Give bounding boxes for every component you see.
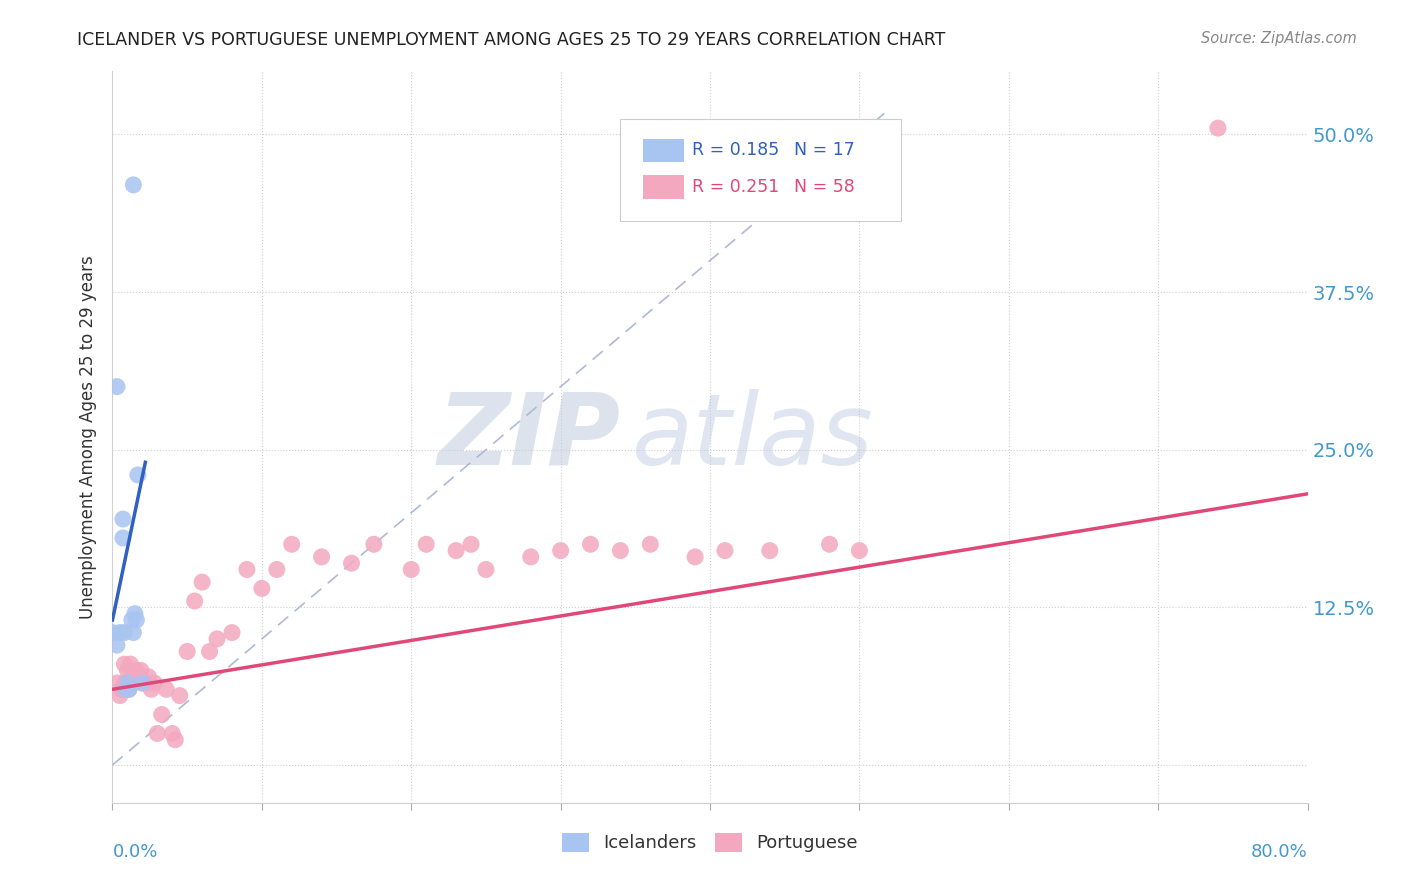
Point (848, 543, 870, 558)
Point (198, 644, 221, 658)
Point (117, 676, 139, 690)
Point (114, 676, 135, 690)
Point (105, 676, 128, 690)
Point (579, 537, 602, 551)
Point (759, 543, 782, 558)
Point (134, 676, 156, 690)
Text: ZIP: ZIP (437, 389, 620, 485)
Point (122, 625, 145, 640)
Point (475, 562, 498, 576)
Text: ICELANDER VS PORTUGUESE UNEMPLOYMENT AMONG AGES 25 TO 29 YEARS CORRELATION CHART: ICELANDER VS PORTUGUESE UNEMPLOYMENT AMO… (77, 31, 946, 49)
Point (236, 562, 259, 576)
Point (281, 537, 304, 551)
Text: Source: ZipAtlas.com: Source: ZipAtlas.com (1201, 31, 1357, 46)
Point (121, 670, 143, 684)
Point (120, 657, 142, 671)
FancyBboxPatch shape (643, 138, 683, 162)
Point (165, 732, 187, 747)
Point (129, 664, 152, 678)
Point (169, 689, 191, 703)
Point (118, 682, 141, 697)
Point (640, 537, 662, 551)
Point (714, 543, 737, 558)
Point (101, 625, 124, 640)
Point (127, 670, 149, 684)
Point (121, 613, 143, 627)
Text: R = 0.251: R = 0.251 (692, 178, 779, 196)
Point (111, 682, 134, 697)
Point (183, 594, 205, 608)
Point (150, 707, 173, 722)
Point (114, 657, 135, 671)
Point (111, 512, 134, 526)
Point (110, 682, 132, 697)
FancyBboxPatch shape (620, 119, 901, 221)
Point (266, 562, 288, 576)
Point (125, 613, 148, 627)
Point (162, 726, 183, 740)
Text: 80.0%: 80.0% (1251, 843, 1308, 861)
Point (105, 638, 128, 652)
FancyBboxPatch shape (643, 175, 683, 199)
Point (191, 575, 214, 590)
Point (127, 467, 149, 482)
Point (124, 607, 146, 621)
Point (115, 676, 138, 690)
Point (250, 582, 273, 596)
Point (221, 625, 243, 640)
Text: atlas: atlas (633, 389, 875, 485)
Point (117, 664, 139, 678)
Point (155, 682, 177, 697)
Point (143, 676, 166, 690)
Text: 0.0%: 0.0% (112, 843, 157, 861)
Point (683, 549, 706, 564)
Point (131, 676, 153, 690)
Point (122, 676, 145, 690)
Point (818, 537, 841, 551)
Point (415, 537, 437, 551)
Point (118, 676, 141, 690)
Point (176, 644, 198, 658)
Point (609, 543, 631, 558)
Point (141, 682, 163, 697)
Point (363, 537, 385, 551)
Point (118, 682, 141, 697)
Point (125, 664, 148, 678)
Point (340, 556, 363, 570)
Point (460, 537, 482, 551)
Point (114, 625, 135, 640)
Point (124, 670, 146, 684)
Point (444, 543, 467, 558)
Point (138, 670, 160, 684)
Point (115, 682, 138, 697)
Point (105, 379, 128, 393)
Point (108, 625, 131, 640)
Point (1206, 121, 1229, 136)
Text: N = 17: N = 17 (794, 141, 855, 160)
Text: R = 0.185: R = 0.185 (692, 141, 779, 160)
Point (122, 178, 145, 192)
Point (311, 549, 333, 564)
Point (520, 549, 543, 564)
Legend: Icelanders, Portuguese: Icelanders, Portuguese (555, 826, 865, 860)
Point (205, 632, 228, 646)
Text: N = 58: N = 58 (794, 178, 855, 196)
Point (128, 670, 150, 684)
Point (550, 543, 572, 558)
Point (146, 726, 169, 740)
Point (108, 689, 131, 703)
Y-axis label: Unemployment Among Ages 25 to 29 years: Unemployment Among Ages 25 to 29 years (79, 255, 97, 619)
Point (401, 562, 423, 576)
Point (111, 531, 134, 545)
Point (131, 676, 153, 690)
